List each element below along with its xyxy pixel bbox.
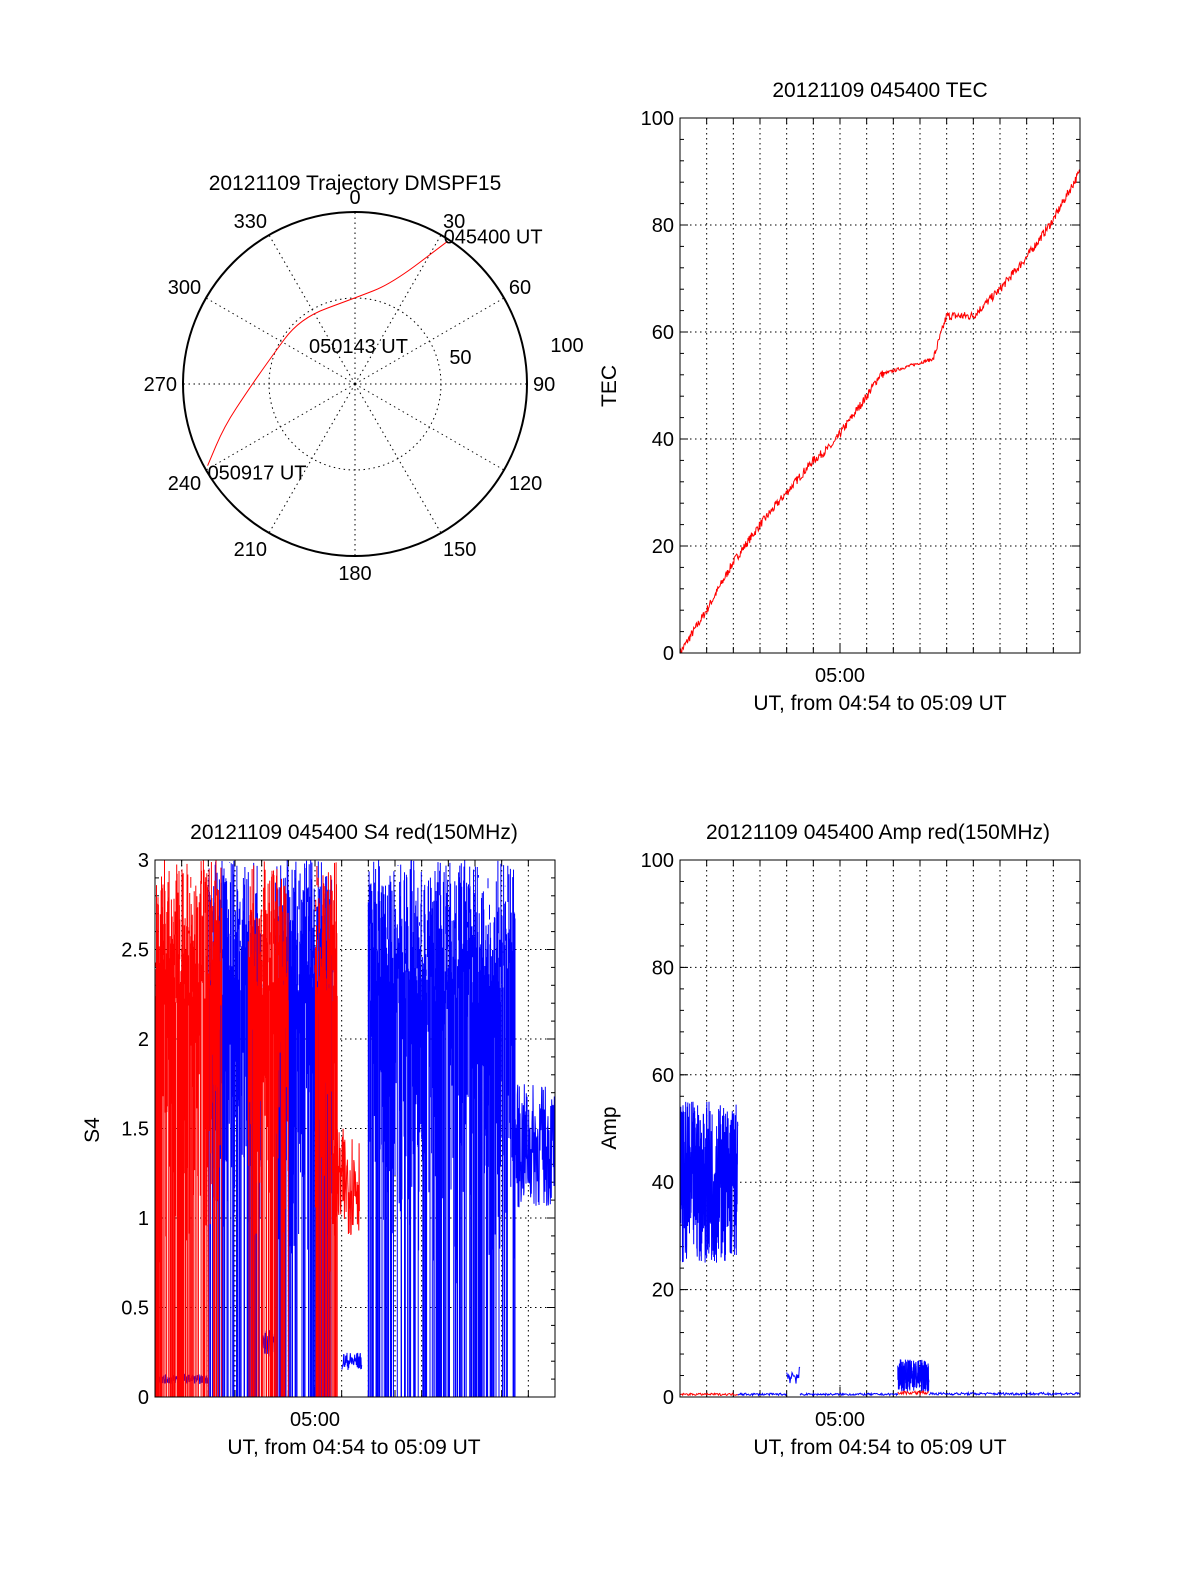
tec-ylabel: TEC xyxy=(598,365,621,407)
polar-spoke xyxy=(354,234,442,385)
y-tick-label: 40 xyxy=(652,1172,674,1194)
y-tick-label: 0 xyxy=(663,1387,674,1409)
polar-spoke xyxy=(268,383,356,534)
polar-azimuth-label: 0 xyxy=(349,187,360,209)
polar-azimuth-label: 60 xyxy=(509,277,531,299)
tec-tick-labels: 0 20 40 60 80 100 05:00 xyxy=(641,108,865,687)
y-tick-label: 0.5 xyxy=(121,1298,149,1320)
tec-panel: 20121109 045400 TEC 0 20 40 60 80 100 05:00 UT… xyxy=(598,79,1081,715)
s4-tick-labels: 0 0.5 1 1.5 2 2.5 3 05:00 xyxy=(121,850,340,1431)
x-tick-label: 05:00 xyxy=(815,665,865,687)
polar-azimuth-label: 330 xyxy=(234,211,267,233)
y-tick-label: 1 xyxy=(138,1208,149,1230)
amp-series xyxy=(679,1101,1081,1397)
y-tick-label: 100 xyxy=(641,850,674,872)
y-tick-label: 40 xyxy=(652,429,674,451)
s4-ylabel: S4 xyxy=(81,1117,104,1143)
tec-grid xyxy=(680,117,1080,654)
amp-ylabel: Amp xyxy=(598,1106,621,1149)
y-tick-label: 1.5 xyxy=(121,1119,149,1141)
y-tick-label: 60 xyxy=(652,1065,674,1087)
polar-azimuth-label: 240 xyxy=(168,473,201,495)
amp-series-path xyxy=(679,1101,1081,1397)
y-tick-label: 60 xyxy=(652,322,674,344)
polar-azimuth-label: 90 xyxy=(533,374,555,396)
amp-tick-labels: 0 20 40 60 80 100 05:00 xyxy=(641,850,865,1431)
trajectory-mid-label: 050143 UT xyxy=(309,336,408,358)
tec-title: 20121109 045400 TEC xyxy=(772,79,987,102)
polar-azimuth-label: 180 xyxy=(338,563,371,585)
amp-xlabel: UT, from 04:54 to 05:09 UT xyxy=(753,1436,1006,1459)
polar-azimuth-label: 30 xyxy=(443,211,465,233)
polar-outer-circle xyxy=(182,211,528,557)
trajectory-start-label: 045400 UT xyxy=(444,227,543,249)
amp-title: 20121109 045400 Amp red(150MHz) xyxy=(706,821,1050,844)
y-tick-label: 0 xyxy=(663,643,674,665)
tec-plot-frame xyxy=(679,117,1081,654)
y-tick-label: 3 xyxy=(138,850,149,872)
amp-plot-frame xyxy=(679,859,1081,1398)
polar-spoke xyxy=(205,383,356,471)
polar-grid xyxy=(182,211,528,557)
tec-xlabel: UT, from 04:54 to 05:09 UT xyxy=(753,692,1006,715)
polar-spoke xyxy=(354,297,505,385)
s4-series xyxy=(154,860,556,1397)
y-tick-label: 100 xyxy=(641,108,674,130)
trajectory-end-label: 050917 UT xyxy=(208,463,307,485)
y-tick-label: 20 xyxy=(652,1280,674,1302)
amp-series-path xyxy=(679,1389,930,1397)
amp-series-red xyxy=(679,1389,930,1397)
s4-xlabel: UT, from 04:54 to 05:09 UT xyxy=(227,1436,480,1459)
polar-radial-label-50: 50 xyxy=(449,347,471,369)
polar-spoke xyxy=(268,234,356,385)
s4-panel: 20121109 045400 S4 red(150MHz) 0 0.5 1 1.5 2… xyxy=(81,821,556,1459)
amp-grid xyxy=(680,859,1080,1398)
amp-panel: 20121109 045400 Amp red(150MHz) 0 20 40 60 8… xyxy=(598,821,1081,1459)
polar-azimuth-label: 300 xyxy=(168,277,201,299)
polar-azimuth-labels: 0 30 60 90 120 150 180 210 240 270 300 330 xyxy=(144,187,556,585)
s4-title: 20121109 045400 S4 red(150MHz) xyxy=(190,821,518,844)
y-tick-label: 20 xyxy=(652,536,674,558)
polar-trajectory-line xyxy=(207,240,449,466)
polar-spoke xyxy=(205,297,356,385)
polar-azimuth-label: 150 xyxy=(443,539,476,561)
tec-series-line xyxy=(679,169,1081,654)
x-tick-label: 05:00 xyxy=(290,1409,340,1431)
polar-azimuth-label: 270 xyxy=(144,374,177,396)
y-tick-label: 2 xyxy=(138,1029,149,1051)
y-tick-label: 2.5 xyxy=(121,940,149,962)
polar-title: 20121109 Trajectory DMSPF15 xyxy=(209,172,502,195)
polar-radial-label-100: 100 xyxy=(550,335,583,357)
polar-azimuth-label: 120 xyxy=(509,473,542,495)
y-tick-label: 0 xyxy=(138,1387,149,1409)
s4-plot-frame xyxy=(154,859,556,1398)
polar-azimuth-label: 210 xyxy=(234,539,267,561)
polar-trajectory-panel: 20121109 Trajectory DMSPF15 0 30 60 90 120 15… xyxy=(144,172,584,585)
amp-series-blue xyxy=(679,1101,1081,1397)
x-tick-label: 05:00 xyxy=(815,1409,865,1431)
y-tick-label: 80 xyxy=(652,957,674,979)
y-tick-label: 80 xyxy=(652,215,674,237)
polar-spoke xyxy=(354,383,505,471)
polar-spoke xyxy=(354,383,442,534)
